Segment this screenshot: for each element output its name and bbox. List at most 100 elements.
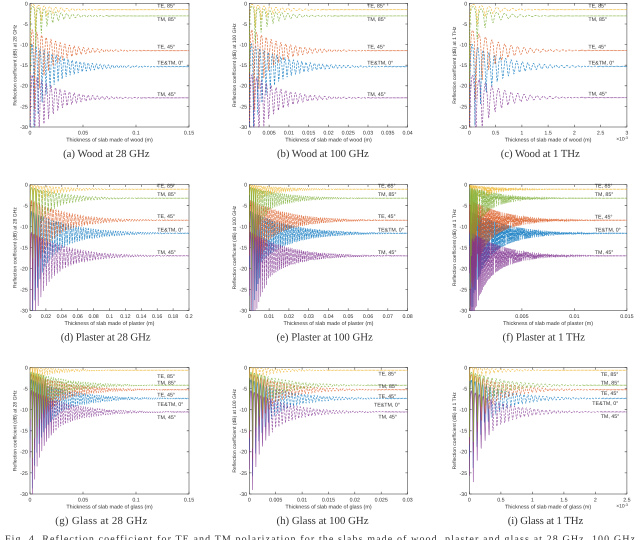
svg-text:TE, 45°: TE, 45°	[367, 45, 385, 51]
svg-text:-20: -20	[20, 84, 28, 90]
svg-text:-30: -30	[460, 492, 468, 498]
svg-text:TE&TM, 0°: TE&TM, 0°	[588, 61, 614, 67]
svg-text:-5: -5	[242, 204, 247, 210]
svg-text:TE, 85°: TE, 85°	[157, 4, 175, 10]
svg-text:-20: -20	[239, 450, 247, 456]
svg-text:0.04: 0.04	[323, 314, 333, 320]
svg-text:TM, 45°: TM, 45°	[378, 414, 397, 420]
svg-text:-20: -20	[20, 450, 28, 456]
svg-text:0: 0	[464, 1, 467, 7]
svg-text:-30: -30	[239, 308, 247, 314]
svg-text:-20: -20	[239, 84, 247, 90]
svg-text:Reflection coefficient (dB) at: Reflection coefficient (dB) at 1 THz	[452, 392, 458, 470]
svg-text:Fig. 4. Reflection coefficient: Fig. 4. Reflection coefficient for TE an…	[5, 534, 636, 540]
svg-text:0.08: 0.08	[88, 314, 98, 320]
svg-text:0.1: 0.1	[132, 498, 139, 504]
svg-text:-25: -25	[20, 104, 28, 110]
svg-text:TE&TM, 0°: TE&TM, 0°	[374, 402, 400, 408]
svg-text:-15: -15	[20, 63, 28, 69]
svg-text:(g) Glass at 28 GHz: (g) Glass at 28 GHz	[55, 515, 147, 527]
svg-text:-20: -20	[460, 267, 468, 273]
svg-text:TM, 45°: TM, 45°	[157, 250, 176, 256]
svg-text:0.01: 0.01	[284, 131, 294, 137]
svg-text:TE&TM, 0°: TE&TM, 0°	[592, 401, 618, 407]
svg-text:Thickness of slab made of wood: Thickness of slab made of wood (m)	[66, 137, 153, 143]
svg-text:-15: -15	[20, 246, 28, 252]
svg-text:TM, 45°: TM, 45°	[601, 414, 620, 420]
svg-text:-15: -15	[460, 63, 468, 69]
svg-text:TM, 45°: TM, 45°	[157, 415, 176, 421]
svg-text:TE, 85°: TE, 85°	[378, 372, 396, 378]
svg-text:0.02: 0.02	[323, 131, 333, 137]
svg-text:-30: -30	[20, 125, 28, 131]
svg-text:-30: -30	[239, 125, 247, 131]
svg-text:1: 1	[531, 498, 534, 504]
svg-text:×10-3: ×10-3	[616, 136, 628, 143]
svg-text:Reflection coefficient (dB) at: Reflection coefficient (dB) at 100 GHz	[232, 205, 238, 289]
svg-text:Reflection coefficient (dB) at: Reflection coefficient (dB) at 28 GHz	[13, 390, 19, 471]
svg-text:TE&TM, 0°: TE&TM, 0°	[157, 402, 183, 408]
svg-text:-5: -5	[23, 22, 28, 28]
svg-text:-25: -25	[20, 471, 28, 477]
svg-text:0.01: 0.01	[264, 314, 274, 320]
svg-text:-5: -5	[242, 22, 247, 28]
svg-text:TE, 85°: TE, 85°	[588, 4, 606, 10]
svg-text:2: 2	[594, 498, 597, 504]
svg-text:0: 0	[29, 131, 32, 137]
svg-text:0.02: 0.02	[350, 498, 360, 504]
svg-text:TE, 45°: TE, 45°	[595, 214, 613, 220]
svg-text:1.5: 1.5	[544, 131, 551, 137]
svg-text:0: 0	[25, 183, 28, 189]
svg-text:0.08: 0.08	[402, 314, 412, 320]
svg-text:TE, 85°: TE, 85°	[157, 183, 175, 189]
svg-text:TM, 85°: TM, 85°	[595, 192, 614, 198]
svg-text:TM, 85°: TM, 85°	[378, 192, 397, 198]
svg-text:-25: -25	[460, 471, 468, 477]
svg-text:0: 0	[29, 498, 32, 504]
svg-text:0: 0	[464, 365, 467, 371]
svg-text:0.04: 0.04	[402, 131, 412, 137]
svg-text:-15: -15	[239, 246, 247, 252]
svg-text:1: 1	[520, 131, 523, 137]
svg-text:Thickness of slab made of glas: Thickness of slab made of glass (m)	[285, 504, 371, 510]
svg-text:Reflection coefficient (dB) at: Reflection coefficient (dB) at 28 GHz	[13, 207, 19, 288]
svg-text:(b) Wood at 100 GHz: (b) Wood at 100 GHz	[277, 148, 369, 160]
svg-text:0.5: 0.5	[492, 131, 499, 137]
svg-text:-10: -10	[20, 43, 28, 49]
svg-text:(a) Wood at 28 GHz: (a) Wood at 28 GHz	[63, 148, 150, 160]
svg-text:0.01: 0.01	[297, 498, 307, 504]
svg-text:Reflection coefficient (dB) at: Reflection coefficient (dB) at 1 THz	[452, 26, 458, 104]
svg-text:TE, 45°: TE, 45°	[588, 45, 606, 51]
svg-text:0.015: 0.015	[322, 498, 335, 504]
svg-text:0: 0	[248, 131, 251, 137]
svg-text:0.16: 0.16	[152, 314, 162, 320]
svg-text:0: 0	[244, 365, 247, 371]
svg-text:0: 0	[244, 1, 247, 7]
svg-text:(i) Glass at 1 THz: (i) Glass at 1 THz	[508, 515, 584, 527]
svg-text:0.015: 0.015	[620, 314, 633, 320]
svg-text:-25: -25	[20, 287, 28, 293]
svg-text:-20: -20	[460, 450, 468, 456]
svg-text:0: 0	[468, 498, 471, 504]
svg-text:TM, 85°: TM, 85°	[157, 380, 176, 386]
svg-text:TM, 85°: TM, 85°	[157, 17, 176, 23]
svg-text:TE, 45°: TE, 45°	[378, 214, 396, 220]
svg-text:TE, 45°: TE, 45°	[157, 393, 175, 399]
svg-text:0: 0	[244, 183, 247, 189]
svg-text:Thickness of slab made of plas: Thickness of slab made of plaster (m)	[284, 321, 374, 327]
svg-text:-30: -30	[460, 125, 468, 131]
svg-text:TM, 45°: TM, 45°	[367, 92, 386, 98]
svg-text:TE, 45°: TE, 45°	[601, 391, 619, 397]
svg-text:Reflection coefficient (dB) at: Reflection coefficient (dB) at 100 GHz	[232, 23, 238, 107]
svg-text:0: 0	[464, 183, 467, 189]
svg-text:TM, 85°: TM, 85°	[588, 17, 607, 23]
svg-text:0.06: 0.06	[73, 314, 83, 320]
svg-text:0.06: 0.06	[363, 314, 373, 320]
svg-text:(c) Wood at 1 THz: (c) Wood at 1 THz	[501, 148, 580, 160]
svg-text:0.03: 0.03	[402, 498, 412, 504]
svg-text:Reflection coefficient (dB) at: Reflection coefficient (dB) at 28 GHz	[13, 24, 19, 105]
svg-text:TM, 45°: TM, 45°	[588, 92, 607, 98]
svg-text:0.005: 0.005	[269, 498, 282, 504]
svg-text:0.12: 0.12	[120, 314, 130, 320]
svg-text:-10: -10	[20, 225, 28, 231]
